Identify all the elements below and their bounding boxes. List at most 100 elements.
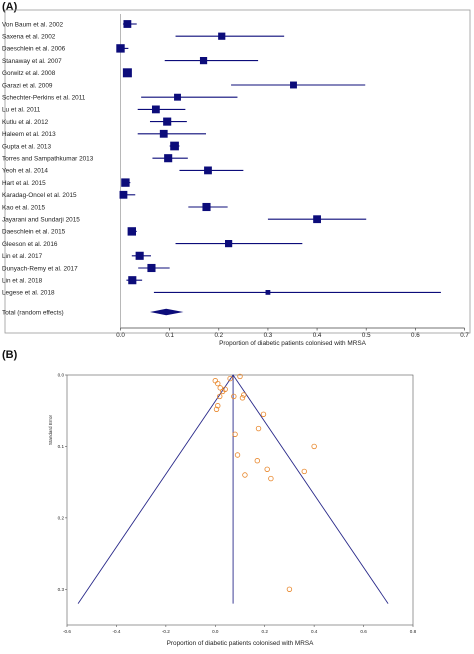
forest-x-axis-title: Proportion of diabetic patients colonise… bbox=[219, 340, 366, 347]
point-estimate-marker bbox=[163, 117, 172, 126]
study-row: Lu et al. 2011 bbox=[2, 105, 186, 114]
study-point bbox=[237, 373, 243, 380]
study-point bbox=[241, 392, 247, 398]
study-row: Daeschlein et al. 2006 bbox=[2, 44, 129, 53]
funnel-x-tick-label: -0.6 bbox=[63, 629, 71, 634]
study-point bbox=[301, 468, 307, 475]
study-label: Von Baum et al. 2002 bbox=[2, 21, 64, 28]
funnel-x-tick-label: 0.6 bbox=[360, 629, 367, 634]
funnel-y-tick-label: 0.3 bbox=[58, 587, 65, 592]
study-point bbox=[311, 443, 317, 450]
point-estimate-marker bbox=[164, 154, 173, 163]
point-estimate-marker bbox=[119, 190, 128, 199]
funnel-plot: -0.6 -0.4 -0.2 0.0 0.2 0.4 0.6 0.8 0.0 0.1 0.2 0.3 bbox=[58, 373, 417, 634]
forest-plot: Von Baum et al. 2002 Saxena et al. 2002 Da… bbox=[2, 14, 469, 339]
point-estimate-marker bbox=[170, 141, 179, 151]
study-point bbox=[286, 586, 293, 592]
point-estimate-marker bbox=[265, 290, 271, 295]
study-point bbox=[255, 425, 262, 432]
study-label: Gupta et al. 2013 bbox=[2, 143, 51, 150]
study-point bbox=[215, 403, 221, 409]
forest-plot-frame bbox=[4, 9, 471, 334]
funnel-x-tick-label: -0.2 bbox=[162, 629, 170, 634]
point-estimate-marker bbox=[147, 263, 156, 273]
study-point bbox=[232, 431, 238, 437]
funnel-y-tick-label: 0.0 bbox=[58, 373, 65, 378]
point-estimate-marker bbox=[202, 202, 211, 212]
study-label: Jayarani and Sundarji 2015 bbox=[2, 217, 80, 224]
point-estimate-marker bbox=[123, 20, 132, 28]
funnel-y-axis-title: Standard Error bbox=[48, 414, 53, 445]
study-label: Lin et al. 2017 bbox=[2, 253, 43, 260]
study-row: Legese et al. 2018 bbox=[2, 290, 441, 297]
funnel-x-axis-title: Proportion of diabetic patients colonise… bbox=[167, 640, 314, 647]
study-point bbox=[212, 378, 218, 384]
study-row: Daeschlein et al. 2015 bbox=[2, 227, 137, 236]
funnel-y-tick-label: 0.1 bbox=[58, 444, 65, 449]
study-row: Karadag-Oncel et al. 2015 bbox=[2, 190, 136, 199]
study-point bbox=[217, 393, 223, 400]
study-label: Hart et al. 2015 bbox=[2, 180, 46, 187]
study-row: Hart et al. 2015 bbox=[2, 178, 131, 187]
panel-a-label: (A) bbox=[2, 1, 18, 13]
point-estimate-marker bbox=[225, 240, 233, 248]
study-row: Kutlu et al. 2012 bbox=[2, 117, 187, 126]
study-label: Gorwitz et al. 2008 bbox=[2, 70, 56, 77]
study-row: Garazi et al. 2009 bbox=[2, 81, 366, 89]
study-row: Von Baum et al. 2002 bbox=[2, 20, 137, 28]
study-point bbox=[231, 393, 237, 400]
point-estimate-marker bbox=[151, 105, 160, 114]
study-point bbox=[234, 452, 241, 458]
study-label: Saxena et al. 2002 bbox=[2, 34, 56, 41]
study-row: Gupta et al. 2013 bbox=[2, 141, 180, 151]
study-point bbox=[268, 475, 274, 482]
study-point bbox=[217, 385, 223, 391]
funnel-x-tick-label: 0.2 bbox=[262, 629, 269, 634]
forest-x-tick-label: 0.7 bbox=[460, 332, 469, 339]
point-estimate-marker bbox=[122, 68, 132, 78]
study-label: Lin et al. 2018 bbox=[2, 278, 43, 285]
study-row: Stanaway et al. 2007 bbox=[2, 57, 259, 65]
study-row: Kao et al. 2015 bbox=[2, 202, 228, 212]
point-estimate-marker bbox=[159, 129, 168, 138]
study-row: Haleem et al. 2013 bbox=[2, 129, 207, 138]
study-label: Daeschlein et al. 2015 bbox=[2, 229, 66, 236]
study-row: Lin et al. 2018 bbox=[2, 276, 143, 285]
study-row: Yeoh et al. 2014 bbox=[2, 166, 244, 175]
study-label: Schechter-Perkins et al. 2011 bbox=[2, 95, 86, 102]
point-estimate-marker bbox=[128, 276, 137, 285]
funnel-x-tick-label: 0.4 bbox=[311, 629, 318, 634]
study-point bbox=[227, 375, 233, 382]
panel-b-label: (B) bbox=[2, 349, 18, 361]
funnel-x-tick-label: 0.8 bbox=[410, 629, 417, 634]
study-label: Kao et al. 2015 bbox=[2, 204, 45, 211]
study-row: Saxena et al. 2002 bbox=[2, 32, 285, 41]
point-estimate-marker bbox=[204, 166, 212, 175]
study-label: Legese et al. 2018 bbox=[2, 290, 55, 297]
study-row: Lin et al. 2017 bbox=[2, 251, 151, 260]
study-row: Gleeson et al. 2016 bbox=[2, 240, 303, 248]
pooled-estimate-diamond bbox=[149, 308, 184, 316]
study-point bbox=[242, 472, 248, 478]
study-label: Daeschlein et al. 2006 bbox=[2, 46, 66, 53]
study-row: Schechter-Perkins et al. 2011 bbox=[2, 93, 238, 102]
study-point bbox=[260, 411, 267, 417]
study-row: Torres and Sampathkumar 2013 bbox=[2, 154, 188, 163]
forest-x-tick-label: 0.0 bbox=[116, 332, 125, 339]
point-estimate-marker bbox=[116, 44, 125, 53]
funnel-x-tick-label: 0.0 bbox=[212, 629, 219, 634]
point-estimate-marker bbox=[218, 32, 226, 40]
funnel-x-tick-label: -0.4 bbox=[112, 629, 120, 634]
study-label: Dunyach-Remy et al. 2017 bbox=[2, 265, 78, 272]
study-point bbox=[264, 466, 270, 472]
study-point bbox=[254, 458, 260, 464]
study-point bbox=[222, 386, 228, 392]
study-label: Kutlu et al. 2012 bbox=[2, 119, 49, 126]
forest-x-tick-label: 0.5 bbox=[362, 332, 371, 339]
point-estimate-marker bbox=[199, 57, 208, 65]
point-estimate-marker bbox=[127, 227, 137, 236]
study-row: Jayarani and Sundarji 2015 bbox=[2, 215, 367, 224]
point-estimate-marker bbox=[174, 93, 181, 101]
study-label: Lu et al. 2011 bbox=[2, 107, 41, 114]
